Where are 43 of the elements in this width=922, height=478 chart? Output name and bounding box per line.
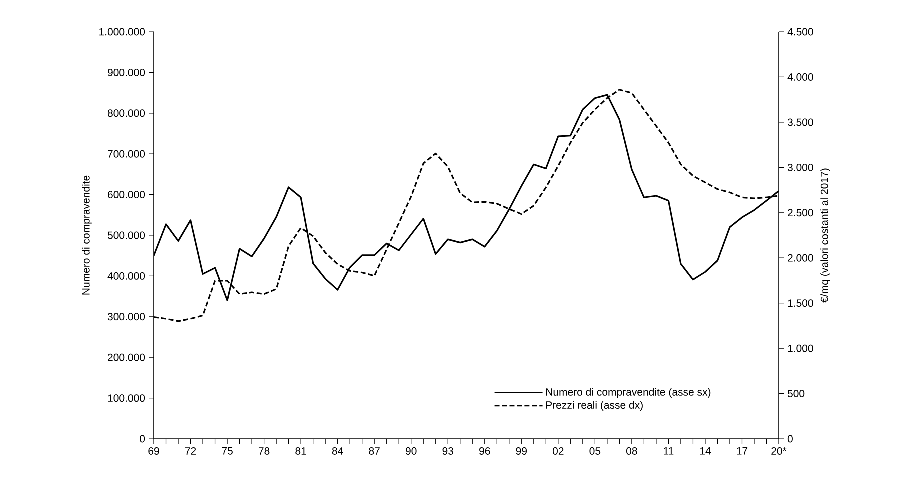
x-tick-label: 20* <box>772 448 787 455</box>
y2-axis-title: €/mq (valori costanti al 2017) <box>820 168 830 303</box>
y2-tick-label: 1.000 <box>788 344 814 352</box>
x-tick-label: 96 <box>480 448 490 455</box>
x-tick-label: 02 <box>552 448 564 455</box>
y2-tick-label: 0 <box>788 435 793 443</box>
y-tick-label: 100.000 <box>108 394 146 402</box>
y2-tick-label: 4.000 <box>788 74 814 81</box>
y2-tick-label: 2.500 <box>788 209 814 217</box>
y2-tick-label: 3.500 <box>788 118 814 126</box>
y-axis-title: Numero di compravendite <box>82 176 92 295</box>
y-tick-label: 200.000 <box>108 354 146 362</box>
y2-tick-label: 4.500 <box>788 28 814 36</box>
x-tick-label: 99 <box>516 448 527 455</box>
x-tick-label: 87 <box>369 448 380 455</box>
y2-tick-label: 1.500 <box>788 300 814 308</box>
y2-tick-label: 2.000 <box>788 254 814 262</box>
y-tick-label: 700.000 <box>108 150 146 158</box>
x-tick-label: 78 <box>258 448 270 455</box>
x-tick-label: 84 <box>332 448 344 455</box>
x-tick-label: 75 <box>222 448 233 455</box>
x-tick-label: 05 <box>590 448 601 455</box>
x-tick-label: 93 <box>442 448 454 455</box>
x-tick-label: 90 <box>406 448 417 455</box>
y2-tick-label: 3.000 <box>788 164 814 172</box>
x-tick-label: 14 <box>700 448 711 455</box>
x-tick-label: 17 <box>737 448 748 455</box>
y-tick-label: 600.000 <box>108 191 146 199</box>
y-tick-label: 0 <box>140 435 146 443</box>
y-tick-label: 1.000.000 <box>100 28 146 36</box>
legend-label: Prezzi reali (asse dx) <box>546 401 643 412</box>
y-tick-label: 400.000 <box>108 272 146 280</box>
y2-tick-label: 500 <box>788 390 805 398</box>
y-tick-label: 500.000 <box>108 232 146 240</box>
legend-label: Numero di compravendite (asse sx) <box>546 388 711 398</box>
x-tick-label: 08 <box>626 448 638 455</box>
y-tick-label: 300.000 <box>108 313 146 321</box>
x-tick-label: 11 <box>664 448 674 455</box>
y-tick-label: 900.000 <box>108 68 146 76</box>
x-tick-label: 81 <box>296 448 306 455</box>
y-tick-label: 800.000 <box>108 110 146 118</box>
x-tick-label: 69 <box>148 448 160 455</box>
x-tick-label: 72 <box>185 448 196 455</box>
